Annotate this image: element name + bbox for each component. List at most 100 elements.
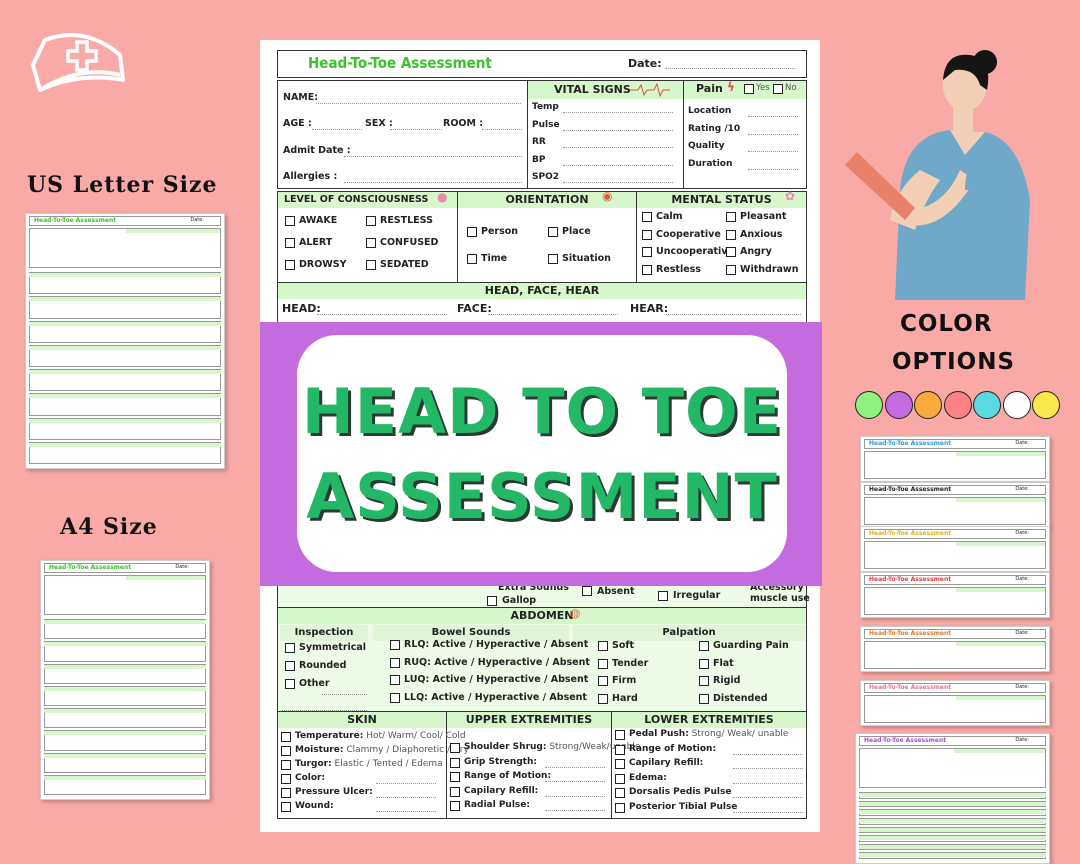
loc-drowsy-checkbox[interactable]: [285, 260, 295, 270]
pain-field[interactable]: [748, 116, 798, 117]
upper-item-checkbox[interactable]: [450, 772, 460, 782]
name-field[interactable]: [316, 103, 521, 104]
lower-item-field[interactable]: [733, 811, 803, 813]
room-field[interactable]: [482, 129, 522, 130]
inspection-other-field[interactable]: [322, 694, 367, 695]
absent-checkbox[interactable]: [582, 586, 592, 596]
palpation-distended-checkbox[interactable]: [699, 693, 709, 704]
thumbnail-date: Date:: [1015, 684, 1029, 690]
lower-item-checkbox[interactable]: [615, 773, 625, 784]
orientation-time-checkbox[interactable]: [467, 254, 477, 264]
mental-calm-checkbox[interactable]: [642, 212, 652, 222]
mental-cooperative-checkbox[interactable]: [642, 229, 652, 240]
age-field[interactable]: [312, 129, 362, 130]
loc-alert-checkbox[interactable]: [285, 238, 295, 248]
mental-pleasant-checkbox[interactable]: [726, 212, 736, 222]
lower-item-field[interactable]: [733, 782, 803, 784]
lower-item-field[interactable]: [733, 768, 803, 769]
bowel-sound-checkbox[interactable]: [390, 692, 400, 703]
bowel-sound-checkbox[interactable]: [390, 657, 400, 668]
pain-item-label: Duration: [688, 158, 733, 169]
lower-item-checkbox[interactable]: [615, 759, 625, 769]
thumbnail-row: [29, 272, 221, 295]
pain-field[interactable]: [748, 168, 798, 170]
inspection-symmetrical-checkbox[interactable]: [285, 643, 295, 653]
palpation-soft-checkbox[interactable]: [598, 641, 608, 651]
mental-anxious-checkbox[interactable]: [726, 229, 736, 240]
vital-field[interactable]: [563, 129, 673, 131]
orientation-time-label: Time: [481, 253, 508, 264]
face-field[interactable]: [488, 314, 618, 315]
title-box: [277, 50, 807, 78]
palpation-firm-checkbox[interactable]: [598, 676, 608, 686]
skin-item-field[interactable]: [376, 797, 436, 798]
sex-field[interactable]: [390, 129, 442, 130]
upper-item-checkbox[interactable]: [450, 743, 460, 753]
orientation-person-checkbox[interactable]: [467, 227, 477, 237]
loc-restless-checkbox[interactable]: [366, 216, 376, 226]
lower-item-checkbox[interactable]: [615, 788, 625, 798]
thumbnail-row: [29, 344, 221, 367]
bowel-sound-checkbox[interactable]: [390, 675, 400, 685]
upper-item-checkbox[interactable]: [450, 786, 460, 797]
allergies-field[interactable]: [344, 182, 522, 183]
irregular-checkbox[interactable]: [658, 591, 668, 601]
orientation-situation-checkbox[interactable]: [548, 254, 558, 264]
lower-item-checkbox[interactable]: [615, 730, 625, 740]
palpation-hard-checkbox[interactable]: [598, 693, 608, 704]
lower-item-field[interactable]: [733, 753, 803, 755]
pain-field[interactable]: [748, 133, 798, 135]
admit-field[interactable]: [344, 156, 522, 157]
palpation-rigid-checkbox[interactable]: [699, 676, 709, 686]
skin-item-name: Color:: [295, 773, 326, 783]
palpation-tender-checkbox[interactable]: [598, 658, 608, 669]
mental-restless-checkbox[interactable]: [642, 264, 652, 275]
hear-field[interactable]: [666, 314, 801, 315]
pain-field[interactable]: [748, 151, 798, 152]
gallop-checkbox[interactable]: [487, 596, 497, 606]
vital-field[interactable]: [563, 164, 673, 166]
upper-item-field[interactable]: [545, 781, 605, 782]
inspection-other-field-2[interactable]: [282, 710, 367, 711]
loc-awake-checkbox[interactable]: [285, 216, 295, 226]
skin-item-field[interactable]: [376, 783, 436, 784]
vital-field[interactable]: [563, 182, 673, 183]
upper-item-checkbox[interactable]: [450, 801, 460, 811]
loc-confused-checkbox[interactable]: [366, 238, 376, 248]
palpation-flat-label: Flat: [713, 657, 734, 669]
upper-item-checkbox[interactable]: [450, 757, 460, 768]
pain-no-checkbox[interactable]: [773, 84, 783, 94]
vital-field[interactable]: [563, 147, 673, 148]
orientation-place-checkbox[interactable]: [548, 227, 558, 237]
palpation-flat-checkbox[interactable]: [699, 658, 709, 669]
upper-item-field[interactable]: [545, 795, 605, 797]
pain-yes-checkbox[interactable]: [744, 84, 754, 94]
upper-item-field[interactable]: [545, 766, 605, 768]
skin-item-checkbox[interactable]: [281, 746, 291, 756]
vital-field[interactable]: [563, 112, 673, 113]
thumbnail-band: [859, 844, 1046, 849]
inspection-rounded-checkbox[interactable]: [285, 661, 295, 671]
lower-item-field[interactable]: [733, 797, 803, 798]
skin-item-checkbox[interactable]: [281, 802, 291, 812]
skin-item-checkbox[interactable]: [281, 774, 291, 784]
palpation-guarding-pain-checkbox[interactable]: [699, 641, 709, 651]
loc-sedated-checkbox[interactable]: [366, 260, 376, 270]
lower-item-checkbox[interactable]: [615, 744, 625, 755]
skin-item-checkbox[interactable]: [281, 732, 291, 742]
mental-uncooperative-checkbox[interactable]: [642, 247, 652, 257]
skin-item-label: Moisture: Clammy / Diaphoretic / Dry: [295, 745, 469, 755]
skin-item-checkbox[interactable]: [281, 760, 291, 770]
head-field[interactable]: [317, 314, 447, 315]
skin-item-field[interactable]: [376, 811, 436, 812]
mental-angry-checkbox[interactable]: [726, 247, 736, 257]
date-field[interactable]: [665, 68, 795, 69]
bowel-sound-checkbox[interactable]: [390, 640, 400, 650]
upper-item-field[interactable]: [545, 810, 605, 811]
mental-withdrawn-checkbox[interactable]: [726, 264, 736, 275]
thumbnail-row: [864, 587, 1046, 615]
inspection-other-checkbox[interactable]: [285, 679, 295, 689]
thumbnail-row: [44, 708, 206, 729]
skin-item-checkbox[interactable]: [281, 788, 291, 798]
lower-item-checkbox[interactable]: [615, 802, 625, 813]
